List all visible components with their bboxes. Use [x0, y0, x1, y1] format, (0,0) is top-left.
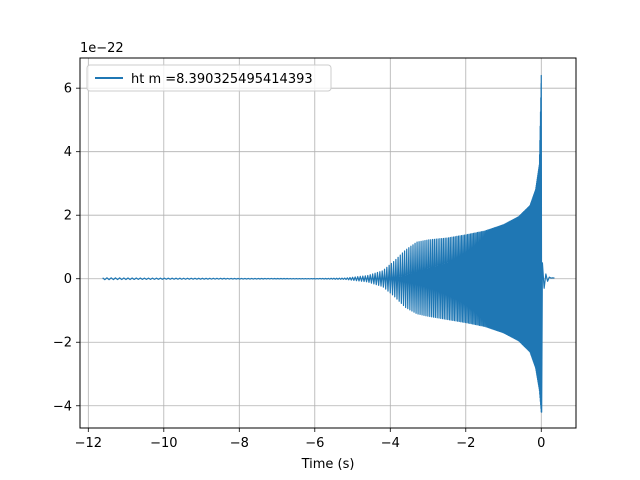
legend-box: [86, 64, 332, 92]
y-tick-label: 6: [64, 82, 72, 97]
x-tick-label: −12: [75, 436, 102, 451]
x-tick-label: −8: [230, 436, 249, 451]
x-tick-label: −10: [150, 436, 177, 451]
x-axis-label: Time (s): [301, 457, 355, 472]
y-tick-label: 0: [64, 272, 72, 287]
y-tick-label: 2: [64, 209, 72, 224]
legend: ht m =8.390325495414393: [86, 64, 332, 92]
legend-label: ht m =8.390325495414393: [131, 72, 313, 87]
series-wave: [102, 74, 555, 413]
y-tick-label: −4: [53, 399, 72, 414]
ticks: −12 −10 −8 −6 −4 −2 0 −4 −2 0 2 4 6: [53, 82, 546, 451]
y-tick-label: 4: [64, 145, 72, 160]
plot-frame: [79, 57, 577, 429]
series-line: [102, 74, 555, 413]
x-tick-label: 0: [537, 436, 545, 451]
x-tick-label: −4: [381, 436, 400, 451]
y-offset-text: 1e−22: [80, 41, 124, 56]
x-tick-label: −6: [305, 436, 324, 451]
y-tick-label: −2: [53, 336, 72, 351]
series-layer: [102, 74, 555, 413]
x-tick-label: −2: [456, 436, 475, 451]
